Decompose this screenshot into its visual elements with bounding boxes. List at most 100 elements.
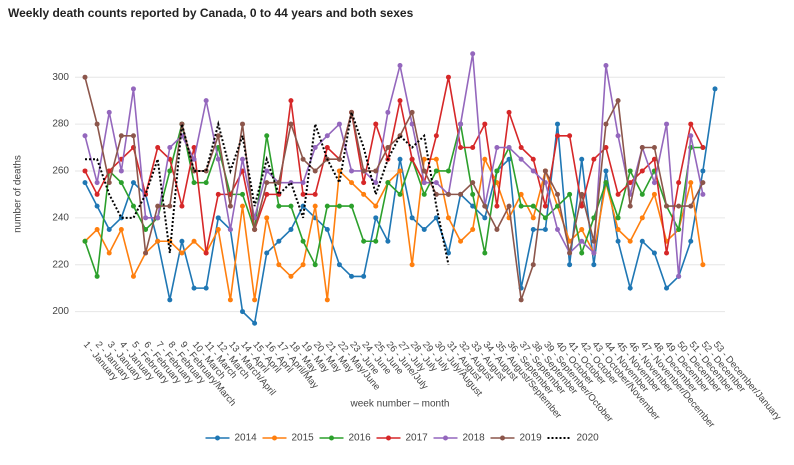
data-point [276,203,282,209]
data-point [627,168,633,174]
data-point [603,180,609,186]
y-tick-label: 280 [52,119,69,130]
data-point [579,203,585,209]
data-point [591,250,597,256]
data-point [203,250,209,256]
data-point [530,215,536,221]
data-point [651,156,657,162]
data-point [615,215,621,221]
data-point [603,62,609,68]
data-point [494,168,500,174]
data-point [288,98,294,104]
data-point [676,273,682,279]
data-point [409,156,415,162]
data-point [300,180,306,186]
data-point [240,191,245,197]
data-point [688,121,694,127]
data-point [300,156,306,162]
data-point [445,168,451,174]
data-point [506,203,512,209]
data-point [94,121,100,127]
data-point [361,191,367,197]
y-tick-label: 260 [52,166,69,177]
data-point [288,121,294,127]
data-point [651,180,657,186]
y-tick-label: 240 [52,212,69,223]
data-point [385,180,391,186]
data-point [288,273,294,279]
data-point [155,145,161,150]
data-point [579,250,585,256]
data-point [191,238,197,244]
data-point [312,203,318,209]
data-point [397,156,403,162]
data-point [106,168,112,174]
data-point [421,191,427,197]
data-point [591,215,597,221]
data-point [518,191,524,197]
data-point [94,227,100,233]
data-point [312,262,318,268]
data-point [276,180,282,186]
data-point [700,168,706,174]
data-point [651,145,657,150]
data-point [458,145,464,150]
legend-label: 2014 [235,433,258,444]
chart-title: Weekly death counts reported by Canada, … [8,6,414,20]
data-point [203,98,209,104]
data-point [615,227,621,233]
data-point [82,238,88,244]
data-point [240,203,245,209]
legend-label: 2020 [577,433,600,444]
data-point [167,203,173,209]
data-point [179,238,185,244]
data-point [506,109,512,115]
data-point [179,250,185,256]
data-point [397,168,403,174]
legend-marker [272,435,277,441]
data-point [664,250,670,256]
data-point [215,133,221,139]
data-point [494,203,500,209]
data-point [300,191,306,197]
data-point [579,191,585,197]
data-point [264,133,270,139]
data-point [385,109,391,115]
data-point [482,215,488,221]
data-point [324,133,330,139]
data-point [349,273,355,279]
data-point [579,156,585,162]
data-point [264,191,270,197]
data-point [215,191,221,197]
data-point [567,238,573,244]
data-point [639,191,645,197]
data-point [494,145,500,150]
x-axis-label: week number – month [350,399,450,410]
data-point [591,238,597,244]
data-point [615,191,621,197]
data-point [421,168,427,174]
data-point [639,215,645,221]
data-point [627,180,633,186]
data-point [373,238,379,244]
data-point [676,203,682,209]
data-point [373,168,379,174]
data-point [433,191,439,197]
data-point [470,145,476,150]
data-point [530,168,536,174]
data-point [276,262,282,268]
data-point [143,227,149,233]
data-point [130,203,136,209]
data-point [409,215,415,221]
data-point [324,145,330,150]
data-point [106,250,112,256]
data-point [555,191,560,197]
data-point [639,145,645,150]
data-point [700,191,706,197]
data-point [433,156,439,162]
data-point [458,238,464,244]
data-point [421,156,427,162]
data-point [688,133,694,139]
data-point [215,156,221,162]
data-point [349,109,355,115]
